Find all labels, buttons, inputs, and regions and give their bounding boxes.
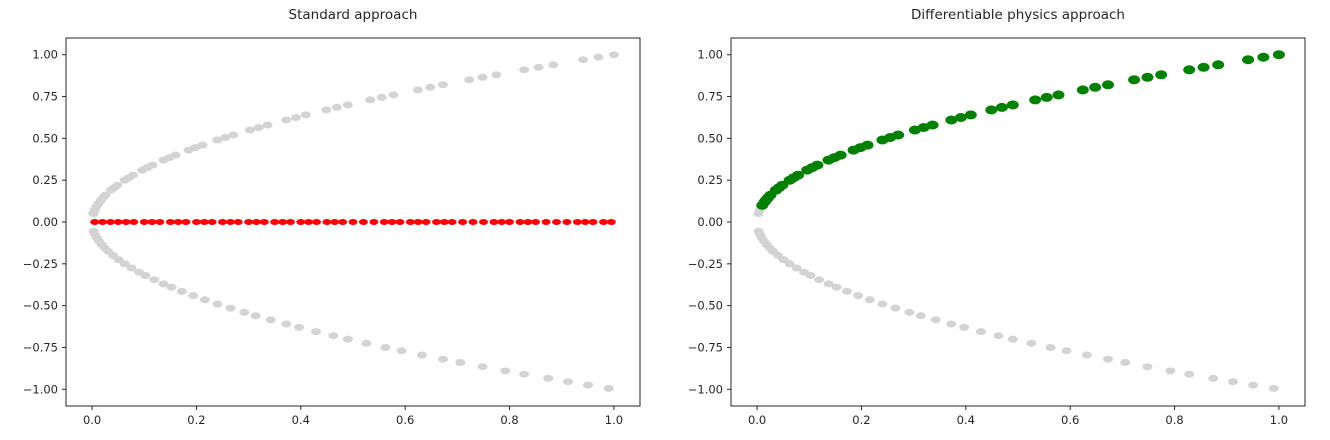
y-tick-label: 0.00 bbox=[32, 215, 58, 229]
y-tick-label: 0.25 bbox=[32, 173, 58, 187]
plot-canvas-standard: 0.0 0.2 0.4 0.6 0.8 1.0 −1.00 −0.75 −0.50 −0.25 0.… bbox=[23, 37, 641, 427]
y-axis-ticks: −1.00 −0.75 −0.50 −0.25 0.00 0.25 0.50 0.75 1.00 bbox=[688, 48, 731, 396]
x-tick-label: 0.8 bbox=[1165, 413, 1183, 427]
y-axis-ticks: −1.00 −0.75 −0.50 −0.25 0.00 0.25 0.50 0.75 1.00 bbox=[23, 48, 66, 396]
x-tick-label: 0.0 bbox=[83, 413, 101, 427]
ground-truth-lower-branch-points bbox=[88, 227, 614, 392]
y-tick-label: −0.75 bbox=[688, 340, 723, 354]
axes-spines bbox=[730, 37, 1306, 407]
y-tick-label: −0.50 bbox=[23, 299, 58, 313]
y-tick-label: −0.25 bbox=[23, 257, 58, 271]
diffphys-nn-prediction-points bbox=[756, 50, 1285, 210]
y-tick-label: 0.75 bbox=[32, 90, 58, 104]
x-tick-label: 0.8 bbox=[500, 413, 518, 427]
y-tick-label: 0.50 bbox=[32, 131, 58, 145]
plot-title-standard: Standard approach bbox=[288, 7, 418, 23]
x-tick-label: 0.2 bbox=[852, 413, 870, 427]
ground-truth-upper-branch-points bbox=[753, 51, 1284, 218]
x-tick-label: 0.4 bbox=[292, 413, 310, 427]
ground-truth-lower-branch-points bbox=[753, 227, 1279, 392]
y-tick-label: −1.00 bbox=[23, 382, 58, 396]
y-tick-label: 0.00 bbox=[697, 215, 723, 229]
x-tick-label: 1.0 bbox=[605, 413, 623, 427]
y-tick-label: 1.00 bbox=[697, 48, 723, 62]
y-tick-label: 0.50 bbox=[697, 131, 723, 145]
x-axis-ticks: 0.0 0.2 0.4 0.6 0.8 1.0 bbox=[748, 406, 1288, 427]
x-tick-label: 0.2 bbox=[187, 413, 205, 427]
y-tick-label: 1.00 bbox=[32, 48, 58, 62]
ground-truth-upper-branch-points bbox=[88, 51, 619, 218]
subplot-standard-approach: Standard approach 0.0 0.2 0.4 0.6 0.8 1.0 −1.0… bbox=[23, 7, 641, 427]
y-tick-label: 0.75 bbox=[697, 90, 723, 104]
subplot-differentiable-physics: Differentiable physics approach 0.0 0.2 0.… bbox=[665, 0, 1330, 440]
y-tick-label: −0.50 bbox=[688, 299, 723, 313]
x-tick-label: 0.0 bbox=[748, 413, 766, 427]
plot-title-differentiable-physics: Differentiable physics approach bbox=[911, 7, 1125, 23]
x-tick-label: 1.0 bbox=[1270, 413, 1288, 427]
y-tick-label: −1.00 bbox=[688, 382, 723, 396]
x-tick-label: 0.6 bbox=[396, 413, 414, 427]
y-tick-label: −0.75 bbox=[23, 340, 58, 354]
x-tick-label: 0.6 bbox=[1061, 413, 1079, 427]
plot-canvas-differentiable-physics: 0.0 0.2 0.4 0.6 0.8 1.0 −1.00 −0.75 −0.50 −0.25 0.… bbox=[688, 37, 1306, 427]
x-axis-ticks: 0.0 0.2 0.4 0.6 0.8 1.0 bbox=[83, 406, 623, 427]
y-tick-label: −0.25 bbox=[688, 257, 723, 271]
x-tick-label: 0.4 bbox=[957, 413, 975, 427]
standard-nn-prediction-points bbox=[90, 219, 616, 225]
y-tick-label: 0.25 bbox=[697, 173, 723, 187]
